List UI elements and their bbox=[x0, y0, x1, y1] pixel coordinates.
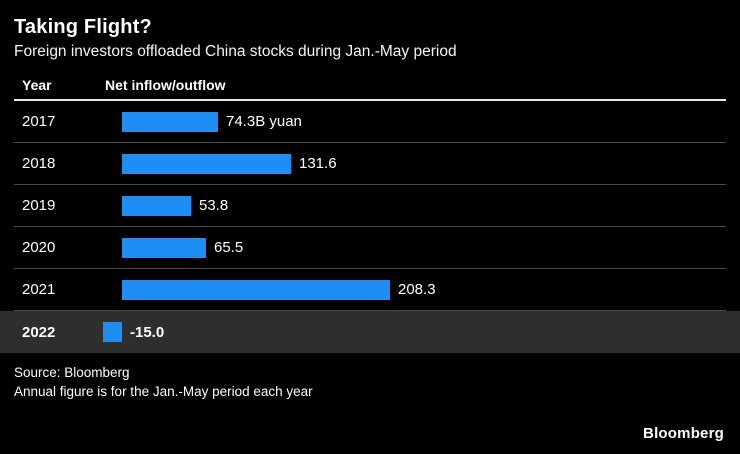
table-row: 2017 74.3B yuan bbox=[14, 101, 726, 143]
bar-area: -15.0 bbox=[103, 311, 726, 353]
value-label: 131.6 bbox=[299, 155, 337, 172]
source-note: Source: Bloomberg bbox=[14, 365, 130, 380]
value-label: 208.3 bbox=[398, 281, 436, 298]
bar-area: 65.5 bbox=[122, 227, 726, 268]
column-header-year: Year bbox=[22, 77, 52, 93]
value-bar bbox=[122, 237, 206, 258]
year-label: 2019 bbox=[22, 197, 56, 214]
value-label: -15.0 bbox=[130, 323, 165, 341]
header-rule bbox=[14, 99, 726, 101]
chart-header: Taking Flight? Foreign investors offload… bbox=[14, 14, 726, 63]
column-header-netflow: Net inflow/outflow bbox=[105, 77, 226, 93]
bar-chart-rows: 2017 74.3B yuan 2018 131.6 2019 53.8 2020 65.5 2… bbox=[0, 101, 740, 353]
year-label: 2022 bbox=[22, 323, 56, 341]
bar-area: 208.3 bbox=[122, 269, 726, 310]
year-label: 2018 bbox=[22, 155, 56, 172]
value-label: 53.8 bbox=[199, 197, 229, 214]
value-bar bbox=[122, 195, 191, 216]
page-title: Taking Flight? bbox=[14, 16, 152, 38]
value-bar bbox=[103, 322, 122, 342]
table-row: 2022 -15.0 bbox=[0, 311, 740, 353]
table-row: 2021 208.3 bbox=[14, 269, 726, 311]
value-bar bbox=[122, 279, 390, 300]
table-row: 2018 131.6 bbox=[14, 143, 726, 185]
chart-footer: Source: Bloomberg Annual figure is for t… bbox=[14, 363, 726, 401]
column-headers: Year Net inflow/outflow bbox=[14, 73, 726, 97]
year-label: 2017 bbox=[22, 113, 56, 130]
value-bar bbox=[122, 111, 218, 132]
table-row: 2020 65.5 bbox=[14, 227, 726, 269]
bar-area: 53.8 bbox=[122, 185, 726, 226]
bar-area: 131.6 bbox=[122, 143, 726, 184]
bloomberg-logo: Bloomberg bbox=[643, 425, 724, 442]
bar-area: 74.3B yuan bbox=[122, 101, 726, 142]
year-label: 2021 bbox=[22, 281, 56, 298]
value-label: 65.5 bbox=[214, 239, 244, 256]
value-label: 74.3B yuan bbox=[226, 113, 302, 130]
table-row: 2019 53.8 bbox=[14, 185, 726, 227]
value-bar bbox=[122, 153, 291, 174]
annual-note: Annual figure is for the Jan.-May period… bbox=[14, 384, 313, 399]
page-subtitle: Foreign investors offloaded China stocks… bbox=[14, 43, 457, 60]
year-label: 2020 bbox=[22, 239, 56, 256]
